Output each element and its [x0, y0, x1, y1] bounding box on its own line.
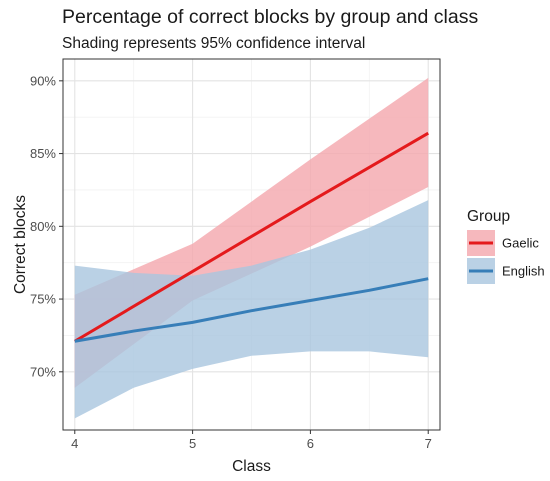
legend-title: Group [467, 208, 510, 225]
chart-subtitle: Shading represents 95% confidence interv… [62, 35, 366, 52]
x-tick-label: 5 [189, 436, 196, 451]
x-axis-title: Class [232, 458, 271, 475]
x-tick-label: 7 [425, 436, 432, 451]
series-line-english [74, 277, 429, 343]
legend-label-gaelic: Gaelic [502, 236, 539, 251]
y-tick-label: 75% [30, 292, 56, 307]
series-lines [74, 131, 429, 343]
series-line-gaelic [74, 131, 429, 343]
y-tick-label: 90% [30, 73, 56, 88]
y-tick-label: 85% [30, 146, 56, 161]
y-axis-title: Correct blocks [12, 195, 29, 294]
panel-border [62, 58, 441, 431]
axis-ticks: 4 5 6 7 70% 75% 80% 85% 90% [30, 73, 432, 451]
y-tick-label: 70% [30, 364, 56, 379]
y-tick-label: 80% [30, 219, 56, 234]
x-tick-label: 6 [307, 436, 314, 451]
x-tick-label: 4 [71, 436, 78, 451]
chart-title: Percentage of correct blocks by group an… [62, 6, 479, 28]
legend-label-english: English [502, 264, 545, 279]
legend: Group Gaelic English [467, 208, 545, 284]
